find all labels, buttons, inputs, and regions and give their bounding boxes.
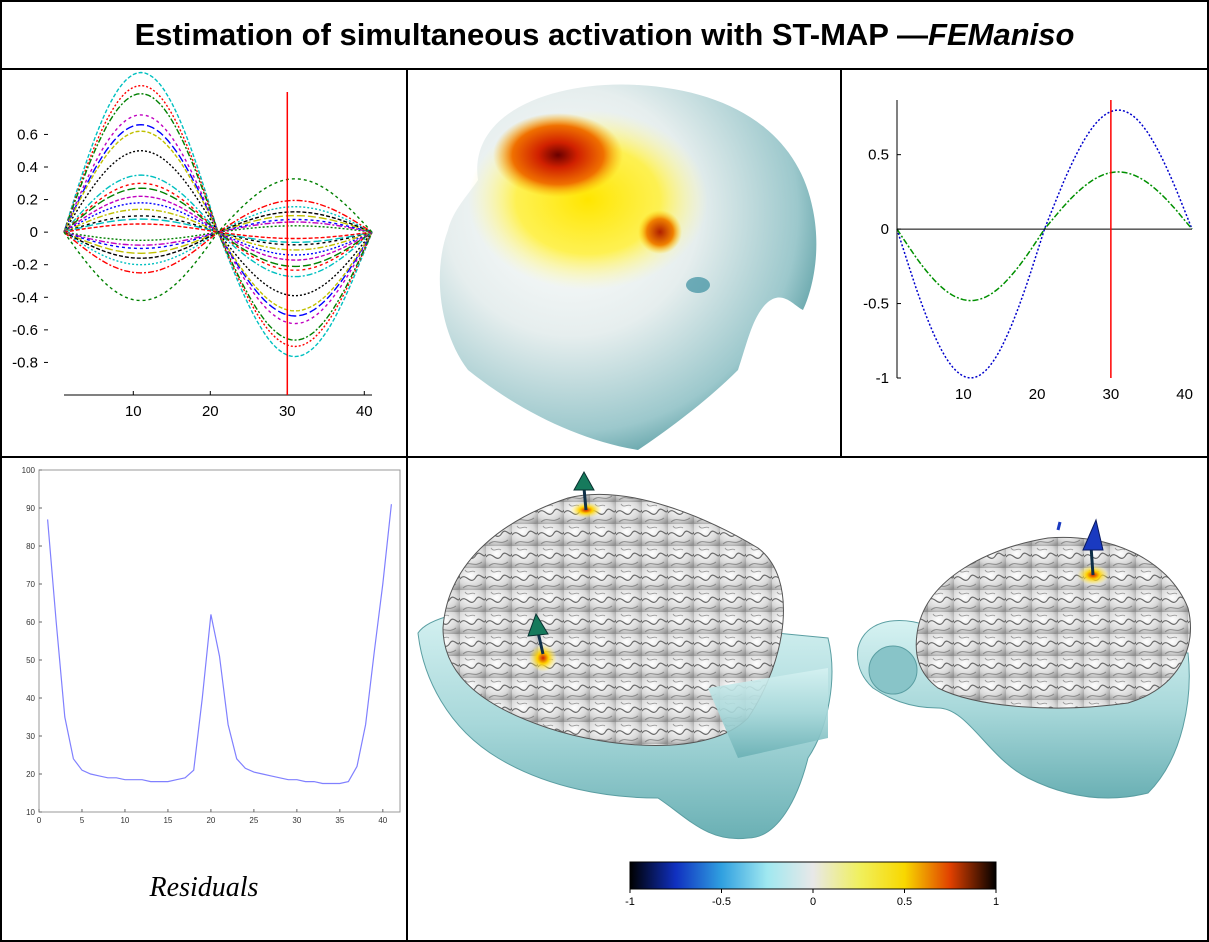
x-tick-label: 40: [356, 403, 373, 420]
title-emphasis: FEManiso: [928, 17, 1075, 52]
dipole-series: [896, 109, 1193, 379]
dipole-chart-panel: 0.5 0 -0.5 -1 10 20 30 40: [842, 70, 1207, 456]
colorbar-tick-label: -0.5: [712, 896, 731, 908]
waveform-series: [63, 195, 373, 261]
colorbar-tick-label: 1: [993, 896, 999, 908]
x-tick-label: 10: [955, 386, 972, 403]
dipole-arrow-icon: [1082, 518, 1104, 576]
x-tick-label: 10: [120, 816, 129, 825]
x-tick-label: 25: [249, 816, 258, 825]
colorbar-tick-label: 0: [810, 896, 816, 908]
y-tick-label: 70: [26, 580, 35, 589]
x-tick-label: 40: [1176, 386, 1193, 403]
x-tick-label: 20: [1029, 386, 1046, 403]
dipole-series: [896, 171, 1193, 302]
y-tick-label: 0: [881, 221, 889, 238]
y-tick-label: 30: [26, 732, 35, 741]
waveforms-chart: 10 20 30 40 0.6 0.4 0.2 0 -0.2 -0.4 -0.6 -0.8: [12, 71, 373, 420]
dipole-arrow-icon: [527, 612, 549, 655]
y-tick-label: -0.4: [12, 289, 38, 306]
waveforms-chart-panel: 10 20 30 40 0.6 0.4 0.2 0 -0.2 -0.4 -0.6 -0.8: [2, 70, 406, 456]
y-tick-label: 20: [26, 770, 35, 779]
y-tick-label: 60: [26, 618, 35, 627]
y-tick-label: 10: [26, 808, 35, 817]
x-tick-label: 40: [378, 816, 387, 825]
x-tick-label: 5: [80, 816, 85, 825]
x-tick-label: 20: [206, 816, 215, 825]
border-middle: [0, 456, 1209, 458]
x-tick-label: 0: [37, 816, 42, 825]
waveform-series: [63, 208, 373, 251]
y-tick-label: 0.5: [868, 147, 889, 164]
border-col2: [840, 68, 842, 458]
heat-region-small: [638, 210, 682, 254]
y-tick-label: -0.2: [12, 257, 38, 274]
x-tick-label: 30: [279, 403, 296, 420]
border-right: [1207, 0, 1209, 942]
y-tick-label: 50: [26, 656, 35, 665]
waveform-series: [63, 130, 373, 312]
y-tick-label: 90: [26, 504, 35, 513]
residuals-line: [47, 504, 392, 785]
waveform-series: [63, 84, 373, 348]
y-tick-label: 0.4: [17, 159, 38, 176]
waveform-series: [63, 199, 373, 274]
heat-region-red: [493, 113, 623, 197]
head-heatmap-panel: [408, 70, 840, 456]
title-main: Estimation of simultaneous activation wi…: [134, 17, 929, 52]
x-tick-label: 30: [1103, 386, 1120, 403]
colorbar: -1 -0.5 0 0.5 1: [625, 861, 999, 908]
residuals-caption: Residuals: [149, 872, 259, 903]
waveform-series: [63, 202, 373, 256]
x-tick-label: 30: [292, 816, 301, 825]
x-tick-label: 10: [125, 403, 142, 420]
dipole-timecourse-chart: 0.5 0 -0.5 -1 10 20 30 40: [863, 100, 1193, 403]
waveform-series: [63, 123, 373, 317]
head-heatmap-image: [439, 84, 817, 450]
y-tick-label: 80: [26, 542, 35, 551]
colorbar-tick-label: 0.5: [897, 896, 912, 908]
border-title: [0, 68, 1209, 70]
waveform-series: [63, 223, 373, 240]
residuals-chart-panel: 100 90 80 70 60 50 40 30 20 10 0 5 10 15 20 25 30 35 40: [2, 458, 406, 856]
x-tick-label: 35: [335, 816, 344, 825]
border-left: [0, 0, 2, 942]
brain-render-left-image: [417, 470, 833, 840]
waveform-series: [63, 178, 373, 302]
page-title: Estimation of simultaneous activation wi…: [2, 2, 1207, 68]
cool-spot: [686, 277, 710, 293]
colorbar-tick-label: -1: [625, 896, 635, 908]
border-top: [0, 0, 1209, 2]
dipole-arrow-icon: [573, 470, 595, 511]
waveform-series: [63, 71, 373, 358]
y-tick-label: -0.5: [863, 296, 889, 313]
y-tick-label: 100: [22, 466, 36, 475]
waveform-series: [63, 187, 373, 268]
y-tick-label: 40: [26, 694, 35, 703]
y-tick-label: -0.6: [12, 322, 38, 339]
y-tick-label: 0.2: [17, 192, 38, 209]
waveform-series: [63, 205, 373, 266]
brain-render-images: -1 -0.5 0 0.5 1: [417, 470, 1191, 908]
brain-render-right-image: [857, 518, 1191, 799]
y-tick-label: 0: [30, 224, 38, 241]
waveform-series: [63, 92, 373, 341]
plot-area: [38, 469, 401, 813]
x-tick-label: 15: [163, 816, 172, 825]
border-bottom: [0, 940, 1209, 942]
y-tick-label: 0.6: [17, 126, 38, 143]
waveform-series: [63, 174, 373, 278]
x-tick-label: 20: [202, 403, 219, 420]
y-tick-label: -1: [876, 370, 889, 387]
y-tick-label: -0.8: [12, 354, 38, 371]
brain-render-panel: -1 -0.5 0 0.5 1: [408, 458, 1207, 940]
border-col1: [406, 68, 408, 942]
